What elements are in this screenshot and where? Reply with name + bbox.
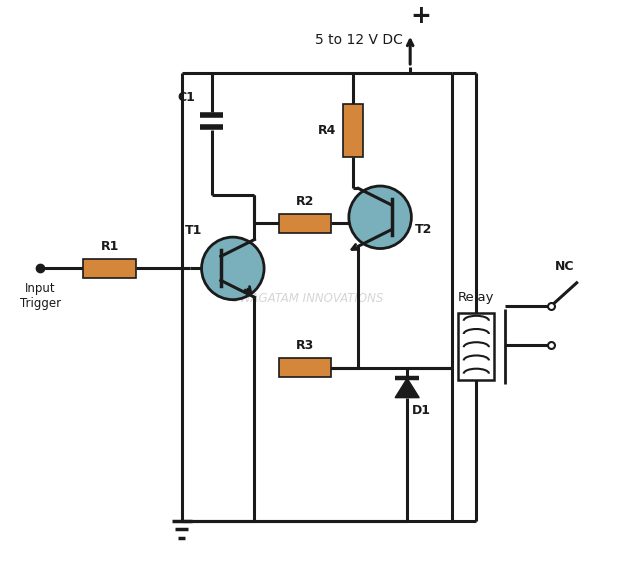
Text: SWAGATAM INNOVATIONS: SWAGATAM INNOVATIONS xyxy=(232,292,383,305)
Text: C1: C1 xyxy=(177,91,195,104)
Bar xyxy=(278,214,332,233)
Polygon shape xyxy=(395,378,419,397)
Text: Relay: Relay xyxy=(458,291,495,304)
Bar xyxy=(83,259,136,278)
Text: R2: R2 xyxy=(296,195,314,207)
Circle shape xyxy=(349,186,412,249)
Text: R4: R4 xyxy=(318,124,336,137)
Bar xyxy=(344,103,363,156)
Text: NC: NC xyxy=(555,260,575,272)
Text: T2: T2 xyxy=(415,223,433,236)
Bar xyxy=(278,358,332,377)
Text: T1: T1 xyxy=(185,224,202,237)
Text: D1: D1 xyxy=(412,404,431,417)
Bar xyxy=(458,314,494,379)
Text: Input
Trigger: Input Trigger xyxy=(20,282,61,310)
Text: 5 to 12 V DC: 5 to 12 V DC xyxy=(315,33,403,47)
Text: R1: R1 xyxy=(100,240,119,253)
Text: +: + xyxy=(411,4,431,28)
Circle shape xyxy=(202,237,264,300)
Text: R3: R3 xyxy=(296,339,314,352)
